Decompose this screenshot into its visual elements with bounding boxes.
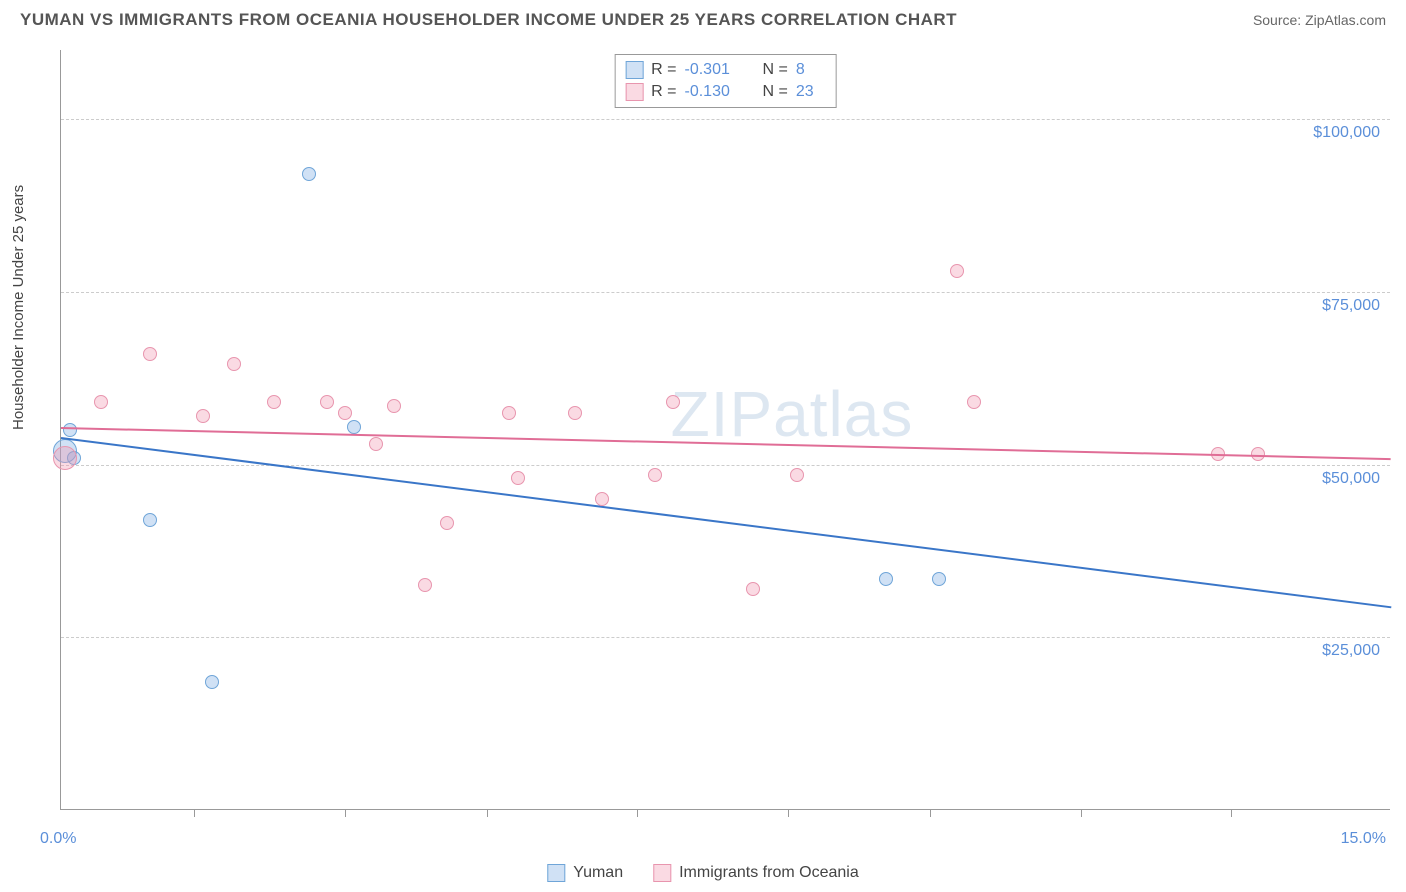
data-point xyxy=(205,675,219,689)
legend-swatch xyxy=(547,864,565,882)
x-tick xyxy=(487,809,488,817)
y-tick-label: $25,000 xyxy=(1322,642,1380,660)
stat-n-value: 23 xyxy=(796,83,826,101)
data-point xyxy=(302,167,316,181)
data-point xyxy=(932,572,946,586)
legend-swatch xyxy=(625,61,643,79)
data-point xyxy=(387,399,401,413)
chart-title: YUMAN VS IMMIGRANTS FROM OCEANIA HOUSEHO… xyxy=(20,10,957,30)
legend-swatch xyxy=(625,83,643,101)
data-point xyxy=(511,471,525,485)
data-point xyxy=(666,395,680,409)
data-point xyxy=(267,395,281,409)
gridline xyxy=(61,292,1390,293)
series-legend-item: Yuman xyxy=(547,864,623,882)
data-point xyxy=(320,395,334,409)
gridline xyxy=(61,465,1390,466)
stats-legend: R = -0.301 N = 8 R = -0.130 N = 23 xyxy=(614,54,837,108)
data-point xyxy=(879,572,893,586)
data-point xyxy=(418,578,432,592)
stat-r-value: -0.130 xyxy=(685,83,745,101)
legend-swatch xyxy=(653,864,671,882)
data-point xyxy=(338,406,352,420)
chart-source: Source: ZipAtlas.com xyxy=(1253,12,1386,28)
watermark-text: ZIPatlas xyxy=(671,377,914,451)
data-point xyxy=(53,446,77,470)
x-tick xyxy=(637,809,638,817)
data-point xyxy=(440,516,454,530)
data-point xyxy=(347,420,361,434)
stat-n-label: N = xyxy=(763,61,788,79)
data-point xyxy=(746,582,760,596)
data-point xyxy=(502,406,516,420)
series-legend-label: Immigrants from Oceania xyxy=(679,864,859,882)
trend-line xyxy=(61,437,1391,608)
gridline xyxy=(61,637,1390,638)
data-point xyxy=(648,468,662,482)
x-tick xyxy=(194,809,195,817)
stat-r-label: R = xyxy=(651,83,676,101)
data-point xyxy=(568,406,582,420)
y-tick-label: $100,000 xyxy=(1313,124,1380,142)
x-tick xyxy=(1081,809,1082,817)
y-tick-label: $50,000 xyxy=(1322,470,1380,488)
stat-r-value: -0.301 xyxy=(685,61,745,79)
series-legend-item: Immigrants from Oceania xyxy=(653,864,859,882)
data-point xyxy=(950,264,964,278)
data-point xyxy=(94,395,108,409)
x-axis-max-label: 15.0% xyxy=(1341,830,1386,848)
x-tick xyxy=(788,809,789,817)
plot-area: ZIPatlas R = -0.301 N = 8 R = -0.130 N = 23… xyxy=(60,50,1390,810)
stat-n-value: 8 xyxy=(796,61,826,79)
data-point xyxy=(227,357,241,371)
y-axis-label: Householder Income Under 25 years xyxy=(10,185,27,430)
data-point xyxy=(595,492,609,506)
stat-n-label: N = xyxy=(763,83,788,101)
x-axis-min-label: 0.0% xyxy=(40,830,76,848)
series-legend-label: Yuman xyxy=(573,864,623,882)
x-tick xyxy=(930,809,931,817)
stats-legend-row: R = -0.130 N = 23 xyxy=(625,81,826,103)
series-legend: Yuman Immigrants from Oceania xyxy=(547,864,858,882)
stats-legend-row: R = -0.301 N = 8 xyxy=(625,59,826,81)
x-tick xyxy=(345,809,346,817)
data-point xyxy=(369,437,383,451)
data-point xyxy=(143,347,157,361)
stat-r-label: R = xyxy=(651,61,676,79)
data-point xyxy=(143,513,157,527)
y-tick-label: $75,000 xyxy=(1322,297,1380,315)
data-point xyxy=(790,468,804,482)
chart-header: YUMAN VS IMMIGRANTS FROM OCEANIA HOUSEHO… xyxy=(0,0,1406,38)
x-tick xyxy=(1231,809,1232,817)
data-point xyxy=(63,423,77,437)
data-point xyxy=(967,395,981,409)
trend-line xyxy=(61,427,1391,460)
gridline xyxy=(61,119,1390,120)
data-point xyxy=(196,409,210,423)
